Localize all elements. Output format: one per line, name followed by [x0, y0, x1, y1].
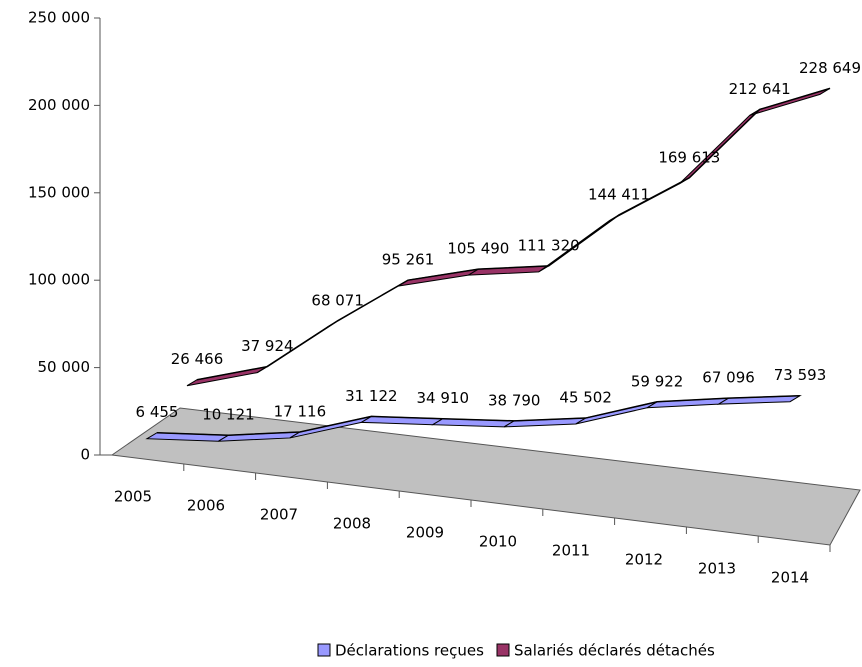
data-label: 10 121 [202, 406, 255, 424]
legend-label: Salariés déclarés détachés [514, 642, 715, 660]
x-tick-label: 2005 [114, 488, 152, 506]
x-tick-label: 2014 [771, 569, 809, 587]
data-label: 17 116 [274, 402, 327, 420]
data-label: 228 649 [799, 59, 861, 77]
y-tick-label: 100 000 [28, 271, 90, 289]
series-line [196, 87, 831, 381]
data-label: 144 411 [588, 185, 650, 203]
y-tick-label: 200 000 [28, 96, 90, 114]
x-tick-label: 2013 [698, 560, 736, 578]
data-label: 67 096 [702, 369, 755, 387]
x-tick-label: 2011 [552, 542, 590, 560]
data-label: 34 910 [417, 389, 470, 407]
x-tick-label: 2006 [187, 497, 225, 515]
floor [110, 407, 861, 546]
data-label: 68 071 [311, 291, 364, 309]
y-tick-label: 50 000 [38, 358, 91, 376]
x-tick-label: 2008 [333, 515, 371, 533]
data-label: 38 790 [488, 391, 541, 409]
data-label: 37 924 [241, 337, 294, 355]
legend-swatch [317, 643, 331, 657]
y-tick-label: 250 000 [28, 9, 90, 27]
series-line [156, 394, 801, 436]
x-tick-label: 2007 [260, 506, 298, 524]
y-tick-label: 0 [80, 446, 90, 464]
data-label: 212 641 [729, 80, 791, 98]
data-label: 73 593 [774, 366, 827, 384]
x-tick-label: 2012 [625, 551, 663, 569]
data-label: 59 922 [631, 372, 684, 390]
data-label: 169 613 [658, 148, 720, 166]
data-label: 31 122 [345, 387, 398, 405]
data-label: 105 490 [447, 240, 509, 258]
legend-label: Déclarations reçues [335, 642, 484, 660]
x-tick-label: 2010 [479, 533, 517, 551]
data-label: 95 261 [382, 251, 435, 269]
data-label: 45 502 [559, 389, 612, 407]
data-label: 26 466 [171, 350, 224, 368]
data-label: 6 455 [136, 403, 179, 421]
y-tick-label: 150 000 [28, 183, 90, 201]
legend-swatch [496, 643, 510, 657]
data-label: 111 320 [518, 236, 580, 254]
x-tick-label: 2009 [406, 524, 444, 542]
